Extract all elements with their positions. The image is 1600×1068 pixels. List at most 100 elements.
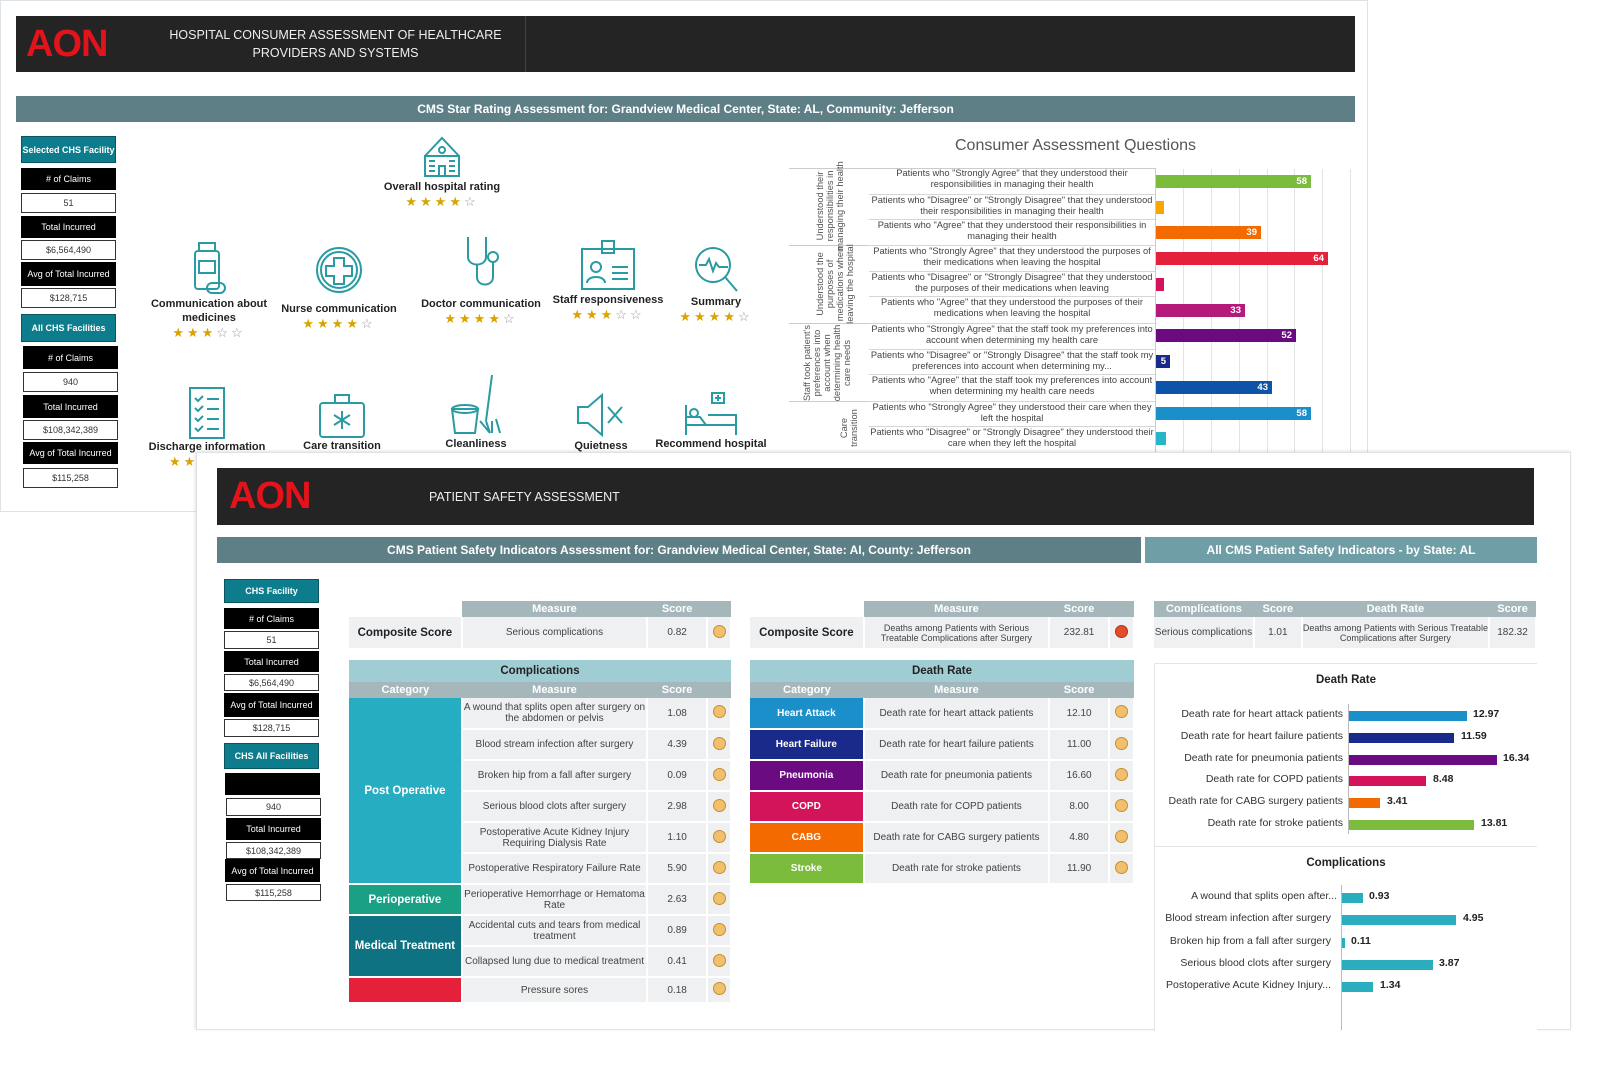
table-row: Heart Attack Death rate for heart attack … xyxy=(750,698,1135,730)
rating-label: Doctor communication xyxy=(421,298,541,310)
status-indicator xyxy=(712,767,726,781)
bar-disagree-care xyxy=(1156,432,1166,445)
col-score: Score xyxy=(647,682,708,698)
bar-agree-responsibilities: 39 xyxy=(1156,226,1261,239)
composite-score: 232.81 xyxy=(1049,617,1111,650)
bar-kidney-injury xyxy=(1342,982,1373,992)
complications-chart: Complications A wound that splits open a… xyxy=(1154,846,1537,1031)
bar-label: Death rate for heart attack patients xyxy=(1181,708,1343,720)
speaker-mute-icon xyxy=(577,392,623,438)
col-complications: Complications xyxy=(1154,601,1254,617)
rating-care-transition[interactable]: Care transition xyxy=(272,391,412,453)
star-rating: ★★★★☆ xyxy=(679,309,753,324)
all-avg-value: $115,258 xyxy=(226,884,321,901)
measure: Perioperative Hemorrhage or Hematoma Rat… xyxy=(461,884,649,916)
rating-quietness[interactable]: Quietness xyxy=(531,391,671,453)
measure: Death rate for heart attack patients xyxy=(863,698,1051,730)
rating-communication-medicines[interactable]: Communication about medicines ★★★☆☆ xyxy=(139,241,279,341)
score: 8.00 xyxy=(1049,791,1111,823)
hospital-icon xyxy=(424,136,460,177)
bar-value: 12.97 xyxy=(1473,708,1500,720)
rating-cleanliness[interactable]: Cleanliness xyxy=(406,373,546,451)
measure: Postoperative Acute Kidney Injury Requir… xyxy=(461,822,649,854)
score: 11.00 xyxy=(1049,729,1111,761)
bar-broken-hip xyxy=(1342,938,1345,948)
bar-blood-clots xyxy=(1342,960,1433,970)
category: Heart Failure xyxy=(750,729,865,761)
status-indicator xyxy=(1115,829,1128,843)
rating-recommend-hospital[interactable]: Recommend hospital xyxy=(641,391,781,451)
status-indicator xyxy=(712,736,726,750)
rating-discharge-information[interactable]: Discharge information ★★ xyxy=(137,386,277,470)
star-rating: ★★★★☆ xyxy=(444,311,518,326)
bar-agree-preferences: 43 xyxy=(1156,381,1272,394)
composite-measure: Serious complications xyxy=(461,617,649,650)
question-label: Patients who "Strongly Agree" that they … xyxy=(896,168,1128,189)
rating-nurse-communication[interactable]: Nurse communication ★★★★☆ xyxy=(269,244,409,332)
death-rate-table: Death Rate Category Measure Score Heart At… xyxy=(750,660,1135,885)
hospital-bed-icon xyxy=(685,392,737,435)
rating-label: Summary xyxy=(690,296,742,308)
rating-label: Recommend hospital xyxy=(655,438,767,450)
table-row: Collapsed lung due to medical treatment 0… xyxy=(349,946,732,978)
category: Heart Attack xyxy=(750,698,865,730)
rating-label: Quietness xyxy=(574,440,628,452)
table-row: COPD Death rate for COPD patients 8.00 xyxy=(750,791,1135,823)
all-facilities-header: CHS All Facilities xyxy=(224,743,319,769)
avg-incurred-label: Avg of Total Incurred xyxy=(224,693,319,717)
table-row: Broken hip from a fall after surgery 0.09 xyxy=(349,760,732,792)
rating-doctor-communication[interactable]: Doctor communication ★★★★☆ xyxy=(411,233,551,327)
bar-value: 0.11 xyxy=(1351,935,1371,947)
all-claims-value: 940 xyxy=(23,372,118,392)
psa-title: PATIENT SAFETY ASSESSMENT xyxy=(429,489,620,504)
col-score: Score xyxy=(1489,601,1536,617)
bar-wound xyxy=(1342,893,1363,903)
death-rate-chart: Death Rate Death rate for heart attack p… xyxy=(1154,663,1537,848)
psi-band: CMS Patient Safety Indicators Assessment… xyxy=(217,537,1141,563)
score: 16.60 xyxy=(1049,760,1111,792)
checklist-icon xyxy=(189,387,225,439)
measure: A wound that splits open after surgery o… xyxy=(461,698,649,730)
score: 0.09 xyxy=(647,760,709,792)
composite-score: 0.82 xyxy=(647,617,709,650)
category: Stroke xyxy=(750,853,865,885)
all-avg-label: Avg of Total Incurred xyxy=(23,442,118,464)
complications-composite-table: Measure Score Composite Score Serious com… xyxy=(349,601,732,650)
rating-summary[interactable]: Summary ★★★★☆ xyxy=(646,243,786,325)
death-composite-table: Measure Score Composite Score Deaths amon… xyxy=(750,601,1135,650)
question-label: Patients who "Strongly Agree" they under… xyxy=(869,401,1155,426)
bar-disagree-preferences: 5 xyxy=(1156,355,1170,368)
complications-table: Complications Category Measure Score Post … xyxy=(349,660,732,1004)
table-row: Postoperative Acute Kidney Injury Requir… xyxy=(349,822,732,854)
category: Pneumonia xyxy=(750,760,865,792)
col-score: Score xyxy=(647,601,708,617)
bar-value: 13.81 xyxy=(1481,817,1508,829)
measure: Collapsed lung due to medical treatment xyxy=(461,946,649,978)
all-claims-label: # of Claims xyxy=(23,346,118,369)
facility-header: CHS Facility xyxy=(224,579,319,603)
status-indicator xyxy=(712,891,726,905)
bar-stroke xyxy=(1349,820,1474,830)
measure: Death rate for CABG surgery patients xyxy=(863,822,1051,854)
state-indicators-table: Complications Score Death Rate Score Seriou… xyxy=(1154,601,1537,650)
all-avg-value: $115,258 xyxy=(23,468,118,488)
rating-overall[interactable]: Overall hospital rating ★★★★☆ xyxy=(372,134,512,210)
bar-label: Death rate for pneumonia patients xyxy=(1184,752,1343,764)
bar-value: 8.48 xyxy=(1433,773,1454,785)
question-label: Patients who "Agree" that they understoo… xyxy=(869,219,1155,245)
rating-staff-responsiveness[interactable]: Staff responsiveness ★★★☆☆ xyxy=(538,239,678,323)
col-score: Score xyxy=(1253,601,1302,617)
measure: Broken hip from a fall after surgery xyxy=(461,760,649,792)
table-row: CABG Death rate for CABG surgery patients… xyxy=(750,822,1135,854)
score: 2.98 xyxy=(647,791,709,823)
title-line-2: PROVIDERS AND SYSTEMS xyxy=(252,46,419,60)
title-line-1: HOSPITAL CONSUMER ASSESSMENT OF HEALTHCA… xyxy=(169,28,502,42)
status-indicator xyxy=(1115,798,1128,812)
bar-cabg xyxy=(1349,798,1380,808)
table-row: Postoperative Respiratory Failure Rate 5.… xyxy=(349,853,732,885)
measure: Serious blood clots after surgery xyxy=(461,791,649,823)
all-total-value: $108,342,389 xyxy=(23,420,118,440)
complications-title: Complications xyxy=(349,660,731,682)
table-row: Stroke Death rate for stroke patients 11.9… xyxy=(750,853,1135,885)
bar-label: Death rate for stroke patients xyxy=(1207,817,1343,829)
